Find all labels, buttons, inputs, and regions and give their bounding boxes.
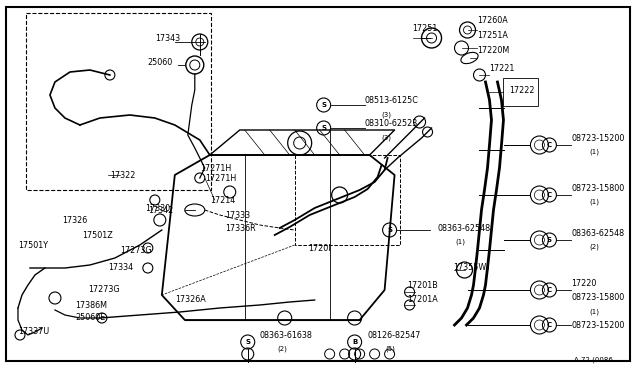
Text: 17273G: 17273G <box>120 246 152 254</box>
Text: 08723-15200: 08723-15200 <box>572 134 625 142</box>
Text: B: B <box>352 339 357 345</box>
Text: 17330: 17330 <box>145 203 170 212</box>
Text: 17336R: 17336R <box>225 224 255 232</box>
Text: 17326A: 17326A <box>175 295 205 305</box>
Text: 17501Z: 17501Z <box>82 231 113 240</box>
Text: S: S <box>321 125 326 131</box>
Text: 08363-61638: 08363-61638 <box>260 330 312 340</box>
Text: 08363-62548: 08363-62548 <box>572 228 625 237</box>
Text: 17201B: 17201B <box>408 280 438 289</box>
Text: 17271H: 17271H <box>200 164 231 173</box>
Text: 1720I: 1720I <box>308 244 330 253</box>
Text: C: C <box>547 142 552 148</box>
Text: 17251: 17251 <box>413 23 438 32</box>
Text: 17271H: 17271H <box>205 173 236 183</box>
Text: 17342: 17342 <box>148 205 173 215</box>
Text: 17333: 17333 <box>225 211 250 219</box>
Text: (3): (3) <box>381 135 392 141</box>
Text: 08126-82547: 08126-82547 <box>367 330 421 340</box>
Text: 17334: 17334 <box>108 263 133 273</box>
Text: 17251A: 17251A <box>477 31 508 39</box>
Text: (2): (2) <box>589 244 599 250</box>
Text: 08310-62523: 08310-62523 <box>365 119 418 128</box>
Text: S: S <box>245 339 250 345</box>
Text: 17322: 17322 <box>110 170 135 180</box>
Text: A 72 (0086: A 72 (0086 <box>574 357 613 363</box>
Text: (2): (2) <box>278 346 287 352</box>
Text: (5): (5) <box>385 346 396 352</box>
Text: 17220M: 17220M <box>477 45 509 55</box>
Text: 17201A: 17201A <box>408 295 438 305</box>
Text: S: S <box>547 237 552 243</box>
Text: 08513-6125C: 08513-6125C <box>365 96 419 105</box>
Text: 17221: 17221 <box>490 64 515 73</box>
Text: 08723-15800: 08723-15800 <box>572 294 625 302</box>
Bar <box>504 78 538 106</box>
Text: 08723-15200: 08723-15200 <box>572 321 625 330</box>
Bar <box>26 13 211 190</box>
Text: (1): (1) <box>589 309 600 315</box>
Text: 17273G: 17273G <box>88 285 120 295</box>
Text: 25060E: 25060E <box>75 314 105 323</box>
Text: 17260A: 17260A <box>477 16 508 25</box>
Text: 17386M: 17386M <box>75 301 107 310</box>
Text: 17214: 17214 <box>210 196 235 205</box>
Text: (1): (1) <box>456 239 465 245</box>
Text: S: S <box>387 227 392 233</box>
Text: C: C <box>547 322 552 328</box>
Text: 17220: 17220 <box>572 279 596 288</box>
Text: (1): (1) <box>589 199 600 205</box>
Text: 08363-62548: 08363-62548 <box>438 224 491 232</box>
Text: 17337U: 17337U <box>18 327 49 337</box>
Text: C: C <box>547 287 552 293</box>
Text: 17326: 17326 <box>62 215 87 224</box>
Text: 17222: 17222 <box>509 86 535 94</box>
Text: 17355W: 17355W <box>454 263 487 273</box>
Text: S: S <box>321 102 326 108</box>
Text: 25060: 25060 <box>148 58 173 67</box>
Text: 17501Y: 17501Y <box>18 241 48 250</box>
Text: 17343: 17343 <box>155 33 180 42</box>
Text: (1): (1) <box>589 149 600 155</box>
Text: C: C <box>547 192 552 198</box>
Text: (3): (3) <box>381 112 392 118</box>
Text: 08723-15800: 08723-15800 <box>572 183 625 192</box>
